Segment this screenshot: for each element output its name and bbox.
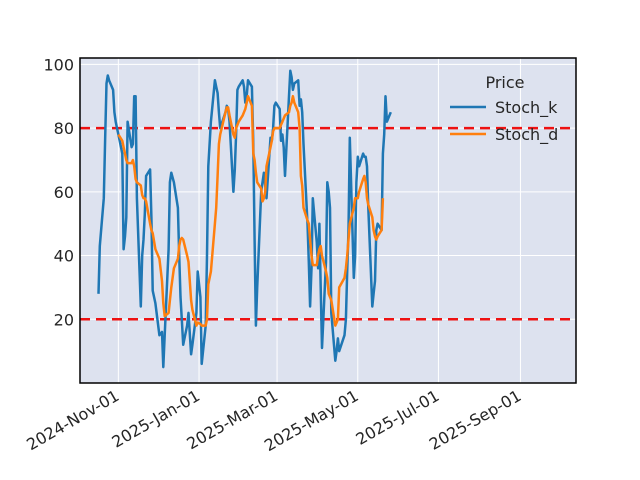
- legend-label-stoch-k: Stoch_k: [495, 98, 558, 118]
- y-tick-label: 20: [54, 310, 74, 329]
- plot-frame: [79, 57, 577, 384]
- series-line-stoch-k: [97, 69, 392, 369]
- plot-area: [80, 58, 576, 383]
- series-line-stoch-d: [117, 94, 385, 327]
- legend-title: Price: [485, 73, 524, 92]
- y-axis-ticks: 20 40 60 80 100: [43, 55, 74, 329]
- y-tick-label: 80: [54, 119, 74, 138]
- legend-label-stoch-d: Stoch_d: [495, 125, 558, 145]
- x-tick-label: 2024-Nov-01: [23, 386, 122, 454]
- reference-lines: [80, 126, 576, 321]
- x-tick-label: 2025-Sep-01: [426, 386, 525, 454]
- y-tick-label: 60: [54, 183, 74, 202]
- y-tick-label: 40: [54, 247, 74, 266]
- legend: Price Stoch_k Stoch_d: [450, 73, 558, 145]
- x-axis-ticks: 2024-Nov-012025-Jan-012025-Mar-012025-Ma…: [23, 386, 524, 455]
- y-tick-label: 100: [43, 55, 74, 74]
- series-lines: [97, 69, 392, 369]
